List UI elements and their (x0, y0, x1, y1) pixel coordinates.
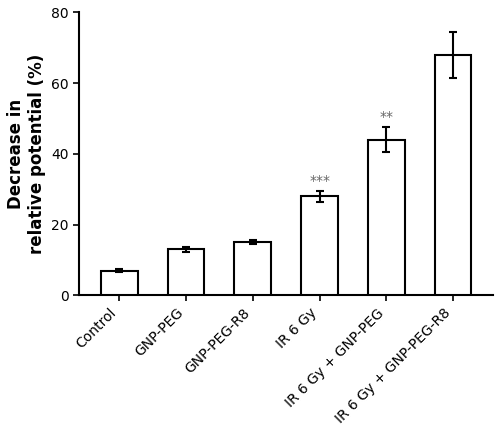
Bar (234, 242, 271, 295)
Bar (434, 55, 472, 295)
Bar (101, 271, 138, 295)
Text: ***: *** (309, 174, 330, 187)
Text: **: ** (380, 110, 394, 124)
Y-axis label: Decrease in
relative potential (%): Decrease in relative potential (%) (7, 54, 46, 254)
Bar (301, 197, 338, 295)
Bar (168, 249, 204, 295)
Bar (368, 140, 405, 295)
